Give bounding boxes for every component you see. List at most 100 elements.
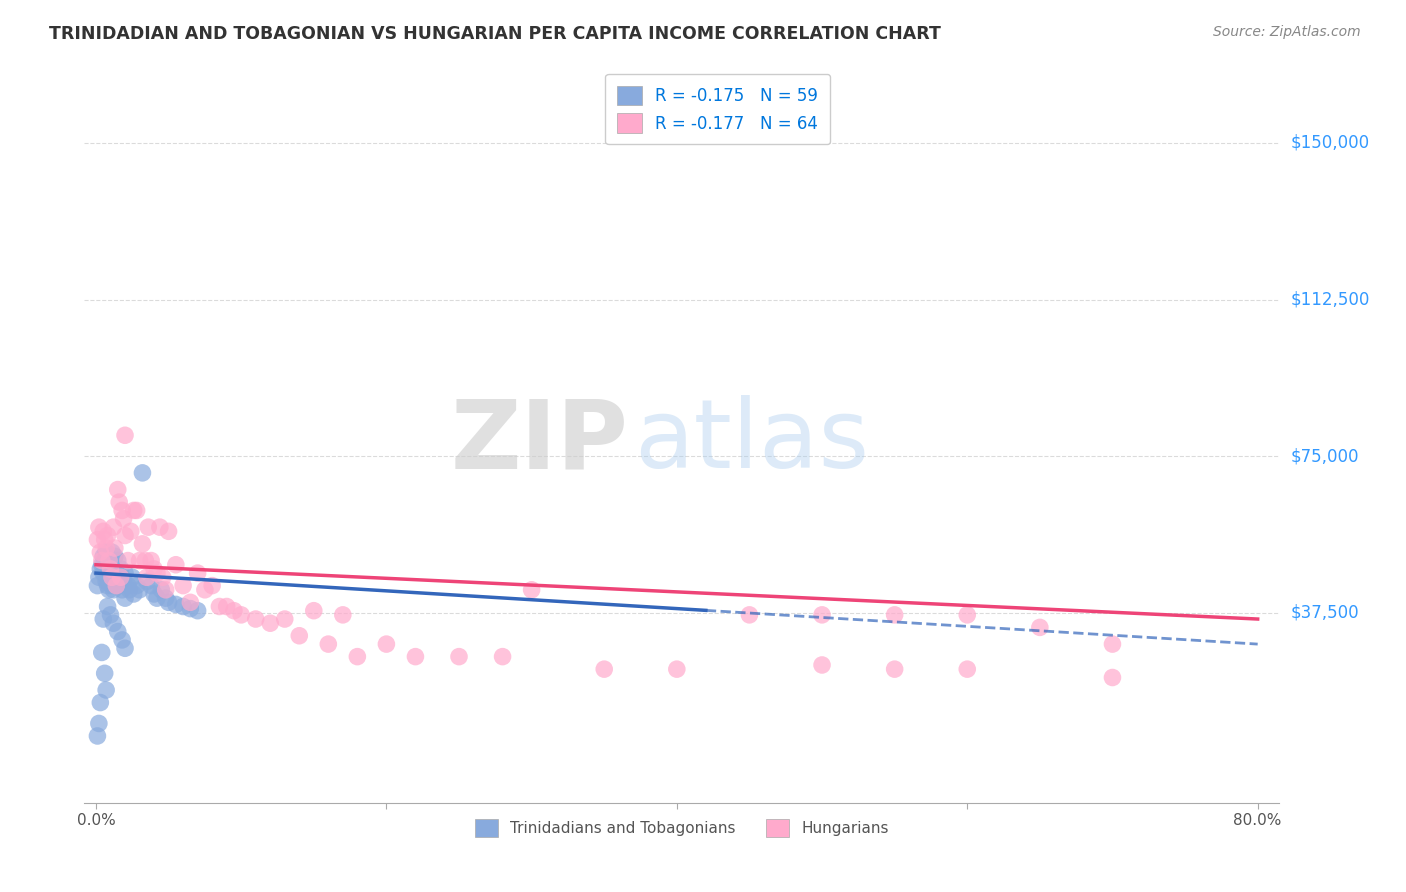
Point [107, 579, 129, 593]
Text: atlas: atlas [634, 395, 869, 488]
Point [956, 662, 979, 676]
Point [302, 604, 325, 618]
Point [231, 607, 253, 622]
Point [288, 629, 311, 643]
Point [89, 696, 111, 710]
Point [90, 553, 112, 567]
Point [956, 607, 979, 622]
Point [128, 582, 150, 597]
Point [104, 541, 127, 555]
Point [107, 553, 129, 567]
Point [1101, 637, 1123, 651]
Point [114, 566, 136, 580]
Point [135, 570, 157, 584]
Point [90, 645, 112, 659]
Point [593, 662, 616, 676]
Point [447, 649, 470, 664]
Point [93, 666, 115, 681]
Point [738, 607, 761, 622]
Point [201, 579, 224, 593]
Point [94, 574, 117, 589]
Point [520, 582, 543, 597]
Point [135, 574, 157, 589]
Point [87, 570, 110, 584]
Point [146, 591, 169, 606]
Point [110, 562, 132, 576]
Point [152, 570, 174, 584]
Point [87, 716, 110, 731]
Text: TRINIDADIAN AND TOBAGONIAN VS HUNGARIAN PER CAPITA INCOME CORRELATION CHART: TRINIDADIAN AND TOBAGONIAN VS HUNGARIAN … [49, 25, 941, 43]
Point [134, 553, 156, 567]
Point [100, 570, 122, 584]
Point [120, 524, 142, 539]
Point [114, 528, 136, 542]
Text: $112,500: $112,500 [1291, 291, 1369, 309]
Point [94, 541, 117, 555]
Point [111, 503, 134, 517]
Point [101, 570, 124, 584]
Point [375, 637, 398, 651]
Point [111, 632, 134, 647]
Point [165, 598, 187, 612]
Point [112, 512, 135, 526]
Point [318, 637, 340, 651]
Point [117, 553, 139, 567]
Point [114, 428, 136, 442]
Point [121, 570, 143, 584]
Point [93, 533, 115, 547]
Point [91, 566, 114, 580]
Point [117, 579, 139, 593]
Point [259, 616, 281, 631]
Point [94, 683, 117, 698]
Point [98, 553, 121, 567]
Point [105, 566, 128, 580]
Point [103, 520, 125, 534]
Point [101, 579, 124, 593]
Legend: Trinidadians and Tobagonians, Hungarians: Trinidadians and Tobagonians, Hungarians [465, 810, 898, 846]
Point [97, 579, 120, 593]
Point [141, 579, 163, 593]
Point [143, 562, 166, 576]
Point [150, 582, 173, 597]
Point [811, 607, 834, 622]
Text: $150,000: $150,000 [1291, 134, 1369, 152]
Point [141, 553, 163, 567]
Point [208, 599, 231, 614]
Point [143, 587, 166, 601]
Point [146, 566, 169, 580]
Point [98, 570, 121, 584]
Point [103, 616, 125, 631]
Point [187, 566, 209, 580]
Point [107, 624, 129, 639]
Point [883, 662, 905, 676]
Point [1029, 620, 1052, 634]
Point [86, 533, 108, 547]
Point [105, 579, 128, 593]
Point [87, 520, 110, 534]
Point [103, 582, 125, 597]
Point [93, 553, 115, 567]
Point [274, 612, 297, 626]
Point [110, 570, 132, 584]
Point [155, 591, 177, 606]
Point [101, 545, 124, 559]
Point [125, 579, 148, 593]
Point [114, 591, 136, 606]
Point [91, 549, 114, 564]
Point [97, 528, 120, 542]
Point [97, 562, 120, 576]
Point [665, 662, 688, 676]
Point [98, 582, 121, 597]
Point [86, 579, 108, 593]
Point [222, 604, 245, 618]
Point [346, 649, 368, 664]
Point [149, 520, 172, 534]
Point [131, 537, 153, 551]
Point [125, 503, 148, 517]
Point [136, 520, 159, 534]
Text: Source: ZipAtlas.com: Source: ZipAtlas.com [1213, 25, 1361, 39]
Point [404, 649, 426, 664]
Text: $37,500: $37,500 [1291, 604, 1360, 622]
Point [332, 607, 354, 622]
Point [491, 649, 513, 664]
